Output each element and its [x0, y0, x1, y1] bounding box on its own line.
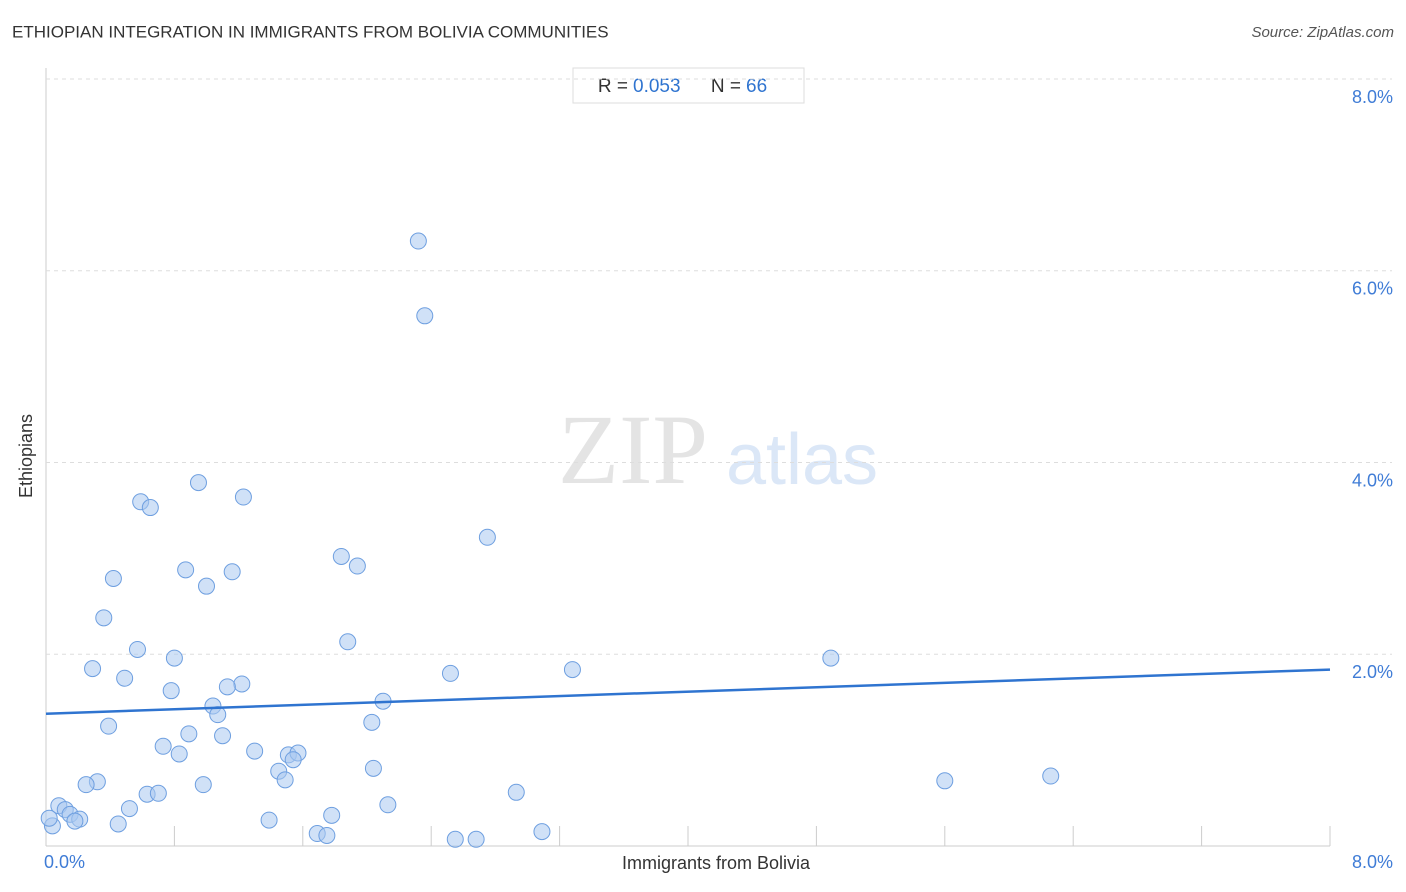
point — [348, 557, 366, 575]
y-axis-label: Ethiopians — [16, 414, 36, 498]
point — [507, 783, 525, 801]
y-tick-label: 8.0% — [1352, 87, 1393, 107]
point — [822, 649, 840, 667]
x-tick-label: 8.0% — [1352, 852, 1393, 872]
point — [936, 772, 954, 790]
point — [233, 675, 251, 693]
point — [77, 776, 95, 794]
point — [120, 800, 138, 818]
point — [177, 561, 195, 579]
point — [363, 713, 381, 731]
point — [84, 660, 102, 678]
point — [100, 717, 118, 735]
point — [323, 806, 341, 824]
stats-box — [572, 67, 805, 104]
point — [128, 640, 146, 658]
source: Source: ZipAtlas.com — [1251, 24, 1394, 41]
point — [478, 528, 496, 546]
point — [116, 669, 134, 687]
watermark: ZIP — [558, 394, 708, 505]
point — [66, 812, 84, 830]
point — [1042, 767, 1060, 785]
n-value: 66 — [746, 76, 767, 97]
point — [165, 649, 183, 667]
point — [223, 563, 241, 581]
point — [409, 232, 427, 250]
point — [446, 830, 464, 848]
point — [276, 771, 294, 789]
point — [141, 499, 159, 517]
point — [563, 661, 581, 679]
point — [104, 570, 122, 588]
point — [214, 727, 232, 745]
point — [154, 737, 172, 755]
r-value: 0.053 — [633, 76, 681, 97]
y-tick-label: 2.0% — [1352, 662, 1393, 682]
point — [149, 784, 167, 802]
point — [40, 809, 58, 827]
trend-line — [45, 668, 1331, 715]
n-label: N = — [711, 76, 741, 97]
watermark: atlas — [726, 420, 878, 500]
point — [170, 745, 188, 763]
point — [318, 826, 336, 844]
x-tick-label: 0.0% — [44, 852, 85, 872]
point — [441, 664, 459, 682]
r-label: R = — [598, 76, 628, 97]
point — [95, 609, 113, 627]
point — [379, 796, 397, 814]
point — [332, 547, 350, 565]
point — [533, 823, 551, 841]
point — [109, 815, 127, 833]
point — [260, 811, 278, 829]
point — [189, 474, 207, 492]
y-tick-label: 4.0% — [1352, 470, 1393, 490]
point — [246, 742, 264, 760]
point — [162, 682, 180, 700]
y-tick-label: 6.0% — [1352, 279, 1393, 299]
point — [234, 488, 252, 506]
chart-title: ETHIOPIAN INTEGRATION IN IMMIGRANTS FROM… — [12, 22, 609, 41]
point — [364, 759, 382, 777]
point — [284, 751, 302, 769]
point — [416, 307, 434, 325]
point — [218, 678, 236, 696]
point — [180, 725, 198, 743]
point — [198, 577, 215, 595]
point — [339, 633, 357, 651]
point — [467, 830, 485, 848]
point — [194, 776, 212, 794]
x-axis-label: Immigrants from Bolivia — [622, 853, 811, 873]
